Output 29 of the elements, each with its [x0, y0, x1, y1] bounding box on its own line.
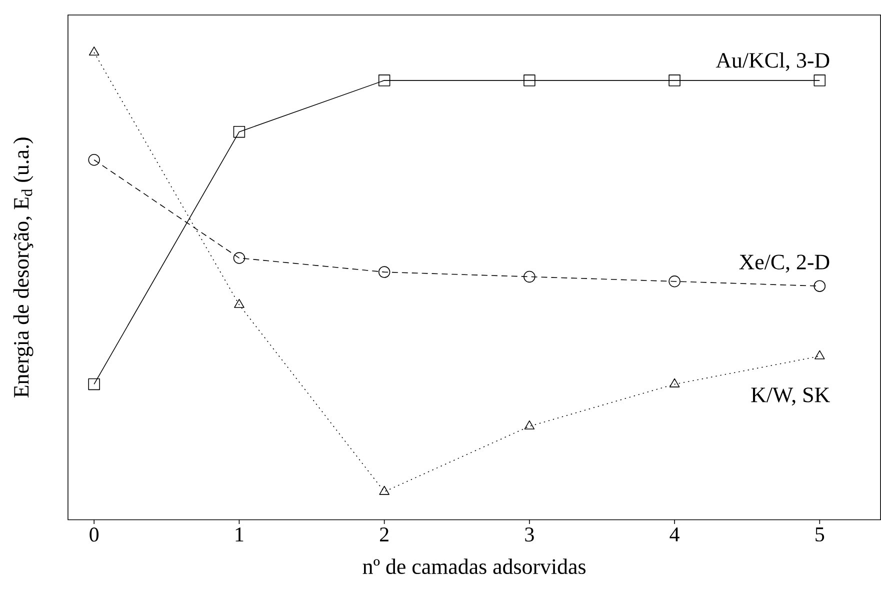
point	[814, 350, 825, 360]
point	[524, 270, 536, 283]
series-label: Xe/C, 2-D	[739, 254, 830, 273]
y-axis-title: Energia de desorção, E$_{d}$ (u.a.)	[13, 138, 34, 398]
point	[88, 378, 100, 390]
point	[234, 299, 244, 308]
series-label: K/W, SK	[751, 388, 830, 406]
x-tick-label: 4	[670, 528, 680, 542]
point	[88, 46, 100, 56]
point	[233, 126, 246, 138]
x-tick-label: 1	[236, 528, 244, 542]
point	[668, 74, 680, 86]
x-axis-title: nº de camadas adsorvidas	[362, 558, 586, 574]
point	[524, 74, 536, 86]
point	[378, 74, 390, 86]
point	[668, 276, 680, 288]
point	[669, 378, 680, 388]
point	[814, 280, 826, 292]
x-tick-label: 5	[816, 528, 824, 542]
series-label: Au/KCl, 3-D	[716, 52, 830, 72]
x-tick-label: 0	[90, 528, 99, 542]
x-tick-label: 3	[525, 528, 534, 542]
point	[379, 486, 390, 495]
point	[88, 154, 100, 166]
point	[524, 420, 535, 430]
x-tick-label: 2	[380, 528, 388, 542]
point	[233, 252, 246, 264]
point	[378, 266, 390, 278]
point	[814, 74, 826, 86]
